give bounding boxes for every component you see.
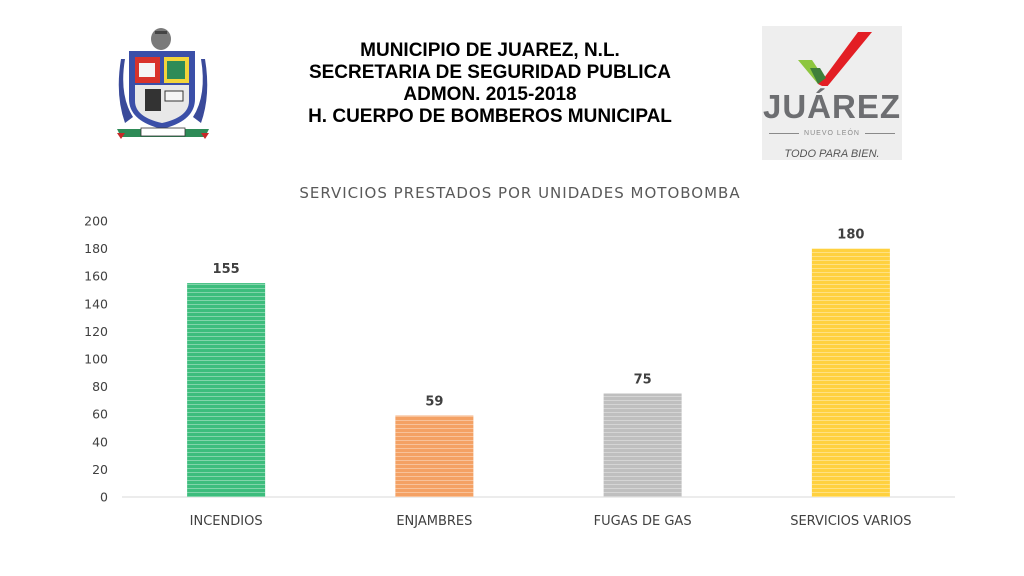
header-line-admon: ADMON. 2015-2018 xyxy=(403,84,577,105)
juarez-logo-slogan: TODO PARA BIEN. xyxy=(784,148,880,160)
x-tick-label: SERVICIOS VARIOS xyxy=(790,514,911,529)
bar-texture xyxy=(395,415,474,497)
y-tick-label: 80 xyxy=(92,379,108,394)
y-tick-label: 160 xyxy=(84,269,108,284)
x-tick-label: INCENDIOS xyxy=(190,514,263,529)
header-line-bomberos: H. CUERPO DE BOMBEROS MUNICIPAL xyxy=(308,106,672,127)
y-tick-label: 20 xyxy=(92,462,108,477)
y-tick-label: 120 xyxy=(84,324,108,339)
y-tick-label: 40 xyxy=(92,434,108,449)
y-tick-label: 60 xyxy=(92,407,108,422)
data-label: 59 xyxy=(425,395,443,410)
juarez-logo-state: NUEVO LEÓN xyxy=(762,130,902,137)
bar-texture xyxy=(811,248,890,497)
x-tick-label: FUGAS DE GAS xyxy=(594,514,692,529)
x-tick-label: ENJAMBRES xyxy=(396,514,472,529)
checkmark-icon xyxy=(798,32,872,86)
municipal-crest-logo xyxy=(115,25,211,141)
bars-group: 155 INCENDIOS 59 ENJAMBRES 75 FUGAS DE GAS 180… xyxy=(187,228,912,529)
header-line-secretaria: SECRETARIA DE SEGURIDAD PUBLICA xyxy=(308,62,672,83)
juarez-logo-word: JUÁREZ xyxy=(762,88,902,125)
juarez-logo: JUÁREZ NUEVO LEÓN TODO PARA BIEN. xyxy=(762,26,902,160)
header-line-municipio: MUNICIPIO DE JUAREZ, N.L. xyxy=(360,40,620,61)
y-tick-label: 180 xyxy=(84,241,108,256)
bar-texture xyxy=(187,283,266,497)
y-tick-label: 200 xyxy=(84,214,108,229)
data-label: 180 xyxy=(837,228,864,243)
y-tick-label: 100 xyxy=(84,352,108,367)
y-tick-label: 140 xyxy=(84,296,108,311)
data-label: 75 xyxy=(634,373,652,388)
data-label: 155 xyxy=(213,262,240,277)
chart-title: SERVICIOS PRESTADOS POR UNIDADES MOTOBOM… xyxy=(299,184,740,202)
header-title: MUNICIPIO DE JUAREZ, N.L. SECRETARIA DE … xyxy=(230,40,750,128)
y-axis: 0 20 40 60 80 100 120 140 160 180 200 xyxy=(84,214,108,505)
y-tick-label: 0 xyxy=(100,490,108,505)
bar-texture xyxy=(603,393,682,497)
